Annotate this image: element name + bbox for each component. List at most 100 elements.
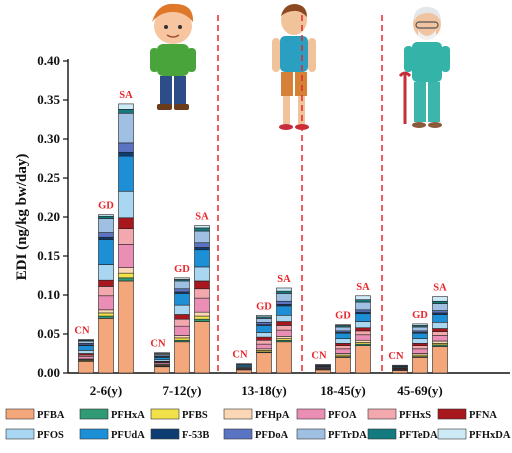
bar-label-sa: SA — [356, 282, 370, 293]
bar-segment-pfhpa — [355, 339, 371, 343]
bar-segment-pfos — [335, 338, 351, 344]
bar-segment-pfhxs — [276, 325, 292, 331]
y-tick-label: 0.05 — [37, 326, 60, 341]
bar-segment-pfba — [154, 366, 170, 374]
y-tick-label: 0.15 — [37, 248, 60, 263]
bar-segment-pfhxda — [78, 339, 94, 341]
bar-segment-f-53b — [98, 236, 114, 240]
bar-label-sa: SA — [119, 90, 133, 101]
bar-segment-pfba — [315, 369, 331, 374]
legend-swatch — [367, 408, 397, 420]
bar-segment-pfbs — [98, 312, 114, 317]
bar-segment-pfos — [194, 266, 210, 282]
legend-label: PFHxDA — [469, 430, 511, 441]
bar-segment-pfhxs — [174, 318, 190, 327]
bar-label-gd: GD — [335, 311, 351, 322]
bar-segment-pfhxs — [194, 288, 210, 299]
bar-segment-pfna — [432, 328, 448, 332]
bar-segment-pfba — [256, 352, 272, 374]
legend-label: PFTeDA — [399, 430, 438, 441]
legend-swatch — [5, 408, 35, 420]
bar-segment-pfos — [412, 338, 428, 344]
bar-segment-pftrda — [315, 364, 331, 366]
bar-segment-pfhxda — [335, 324, 351, 326]
bar-segment-pfdoa — [256, 321, 272, 325]
bar-label-cn: CN — [232, 350, 248, 361]
x-tick-label: 7-12(y) — [163, 383, 202, 398]
bar-segment-pftrda — [392, 364, 408, 367]
bar-segment-pfdoa — [355, 309, 371, 313]
bar-segment-pfba — [432, 346, 448, 374]
legend-swatch — [296, 428, 326, 440]
bar-segment-pftrda — [174, 280, 190, 290]
bar-segment-pfoa — [78, 356, 94, 360]
bar-segment-pfteda — [432, 300, 448, 304]
y-tick-label: 0.25 — [37, 170, 60, 185]
bar-label-cn: CN — [311, 350, 327, 361]
adult-figure — [272, 4, 316, 130]
bar-label-sa: SA — [433, 283, 447, 294]
legend-label: PFBS — [182, 410, 208, 421]
legend-swatch — [79, 408, 109, 420]
bar-segment-pfna — [118, 217, 134, 229]
bar-segment-pfba — [78, 360, 94, 374]
bar-segment-pfdoa — [194, 242, 210, 248]
legend-swatch — [296, 408, 326, 420]
bar-segment-pfhxda — [276, 287, 292, 292]
bar-segment-pftrda — [236, 363, 252, 365]
legend-label: PFTrDA — [328, 430, 367, 441]
bar-label-sa: SA — [195, 212, 209, 223]
bar-segment-pfba — [118, 280, 134, 374]
legend-label: PFOA — [328, 410, 357, 421]
bar-segment-pfna — [276, 321, 292, 326]
bar-segment-pfba — [174, 341, 190, 374]
bar-label-gd: GD — [256, 301, 272, 312]
bar-segment-pftrda — [276, 293, 292, 302]
legend-swatch — [79, 428, 109, 440]
legend-label: PFBA — [37, 410, 65, 421]
legend-swatch — [223, 408, 253, 420]
bar-segment-pfoa — [412, 348, 428, 354]
x-tick-label: 45-69(y) — [397, 383, 443, 398]
bar-segment-f-53b — [118, 151, 134, 157]
bar-segment-pfuda — [78, 345, 94, 351]
bar-segment-pfos — [432, 321, 448, 329]
bar-segment-pfoa — [355, 334, 371, 341]
legend-label: PFHxS — [399, 410, 431, 421]
bar-segment-pfhxs — [335, 345, 351, 350]
bar-segment-pftrda — [118, 112, 134, 144]
x-tick-label: 2-6(y) — [90, 383, 123, 398]
y-tick-label: 0.30 — [37, 131, 60, 146]
x-tick-label: 13-18(y) — [241, 383, 287, 398]
bar-label-gd: GD — [98, 201, 114, 212]
bar-segment-pfba — [98, 318, 114, 374]
bar-segment-pfoa — [98, 295, 114, 311]
bar-segment-pftrda — [256, 318, 272, 323]
y-axis-title: EDI (ng/kg bw/day) — [14, 154, 30, 281]
bar-segment-pfhxa — [118, 277, 134, 282]
bar-segment-pfna — [355, 327, 371, 332]
bar-segment-pfna — [194, 280, 210, 290]
bar-segment-pfhxs — [98, 286, 114, 297]
y-tick-label: 0.10 — [37, 287, 60, 302]
bar-segment-pfdoa — [118, 142, 134, 153]
bar-segment-pfhxda — [194, 225, 210, 229]
elderly-figure — [398, 6, 450, 128]
bar-segment-pfna — [335, 343, 351, 346]
bar-segment-pftrda — [78, 340, 94, 344]
bar-segment-f-53b — [194, 247, 210, 251]
bar-segment-pftrda — [194, 230, 210, 244]
bar-segment-pfuda — [98, 239, 114, 265]
legend-label: PFOS — [37, 430, 64, 441]
bar-segment-pfba — [236, 369, 252, 374]
legend-swatch — [223, 428, 253, 440]
bar-label-gd: GD — [412, 310, 428, 321]
bar-label-sa: SA — [277, 274, 291, 285]
legend-swatch — [5, 428, 35, 440]
bar-segment-pfteda — [118, 109, 134, 114]
bar-segment-pfhpa — [98, 309, 114, 314]
legend-swatch — [367, 428, 397, 440]
bar-segment-pfdoa — [432, 310, 448, 314]
child-figure — [150, 3, 196, 110]
legend-swatch — [150, 428, 180, 440]
